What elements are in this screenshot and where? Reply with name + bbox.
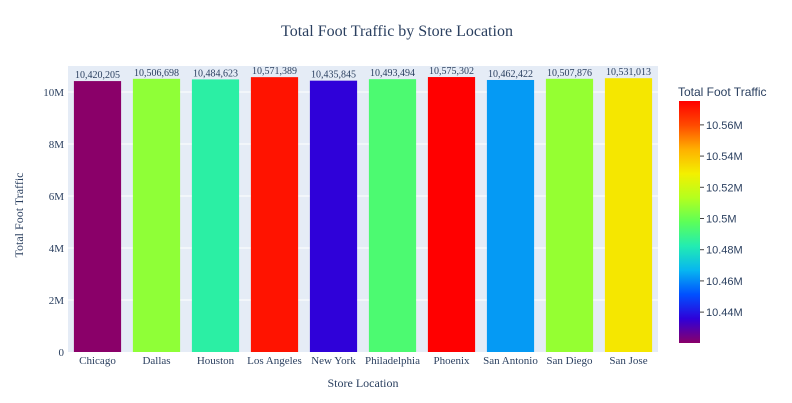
- colorbar-tick-label: 10.46M: [706, 276, 743, 288]
- y-tick-label: 8M: [49, 139, 65, 151]
- x-tick-label: Phoenix: [433, 355, 470, 367]
- colorbar-tick-label: 10.44M: [706, 307, 743, 319]
- x-tick-label: Philadelphia: [365, 355, 420, 367]
- bar-san-antonio: [486, 79, 535, 353]
- y-tick-label: 0: [59, 347, 65, 359]
- bar-phoenix: [427, 77, 476, 352]
- x-tick-label: Dallas: [142, 355, 170, 367]
- y-tick-label: 2M: [49, 295, 65, 307]
- bar-value-label: 10,484,623: [193, 68, 238, 79]
- bar-san-jose: [604, 78, 653, 352]
- bar-new-york: [309, 80, 358, 352]
- x-tick-label: New York: [311, 355, 356, 367]
- chart-title: Total Foot Traffic by Store Location: [281, 23, 513, 40]
- bar-dallas: [132, 78, 181, 352]
- y-tick-label: 4M: [49, 243, 65, 255]
- bar-value-label: 10,493,494: [370, 68, 415, 79]
- bar-los-angeles: [250, 77, 299, 352]
- colorbar-tick-label: 10.56M: [706, 120, 743, 132]
- bar-value-label: 10,420,205: [75, 70, 120, 81]
- colorbar-tick-label: 10.5M: [706, 213, 737, 225]
- colorbar-title: Total Foot Traffic: [678, 85, 766, 99]
- x-tick-label: Chicago: [79, 355, 116, 367]
- colorbar-tick-label: 10.52M: [706, 182, 743, 194]
- colorbar-ticks: 10.44M 10.46M 10.48M 10.5M 10.52M 10.54M 10.56…: [700, 120, 743, 319]
- x-tick-label: San Diego: [546, 355, 593, 367]
- y-tick-label: 10M: [43, 87, 64, 99]
- colorbar-tick-label: 10.54M: [706, 151, 743, 163]
- y-axis-ticks: 0 2M 4M 6M 8M 10M: [43, 87, 64, 359]
- y-tick-label: 6M: [49, 191, 65, 203]
- bar-value-labels: 10,420,205 10,506,698 10,484,623 10,571,389…: [75, 66, 651, 81]
- bar-value-label: 10,435,845: [311, 70, 356, 81]
- bar-san-diego: [545, 78, 594, 352]
- x-tick-label: Houston: [197, 355, 235, 367]
- bar-value-label: 10,462,422: [488, 69, 533, 80]
- bar-houston: [191, 79, 240, 352]
- x-tick-label: San Jose: [609, 355, 647, 367]
- bar-value-label: 10,507,876: [547, 68, 592, 79]
- colorbar: [679, 101, 700, 343]
- bar-value-label: 10,575,302: [429, 66, 474, 77]
- bar-value-label: 10,506,698: [134, 68, 179, 79]
- bars: [73, 77, 653, 353]
- bar-value-label: 10,531,013: [606, 67, 651, 78]
- bar-philadelphia: [368, 79, 417, 352]
- x-tick-label: Los Angeles: [247, 355, 302, 367]
- bar-value-label: 10,571,389: [252, 66, 297, 77]
- bar-chicago: [73, 81, 122, 352]
- y-axis-title: Total Foot Traffic: [12, 173, 26, 258]
- x-axis-title: Store Location: [328, 376, 399, 390]
- x-tick-label: San Antonio: [483, 355, 538, 367]
- colorbar-tick-label: 10.48M: [706, 245, 743, 257]
- x-axis-ticks: Chicago Dallas Houston Los Angeles New York P…: [79, 355, 648, 367]
